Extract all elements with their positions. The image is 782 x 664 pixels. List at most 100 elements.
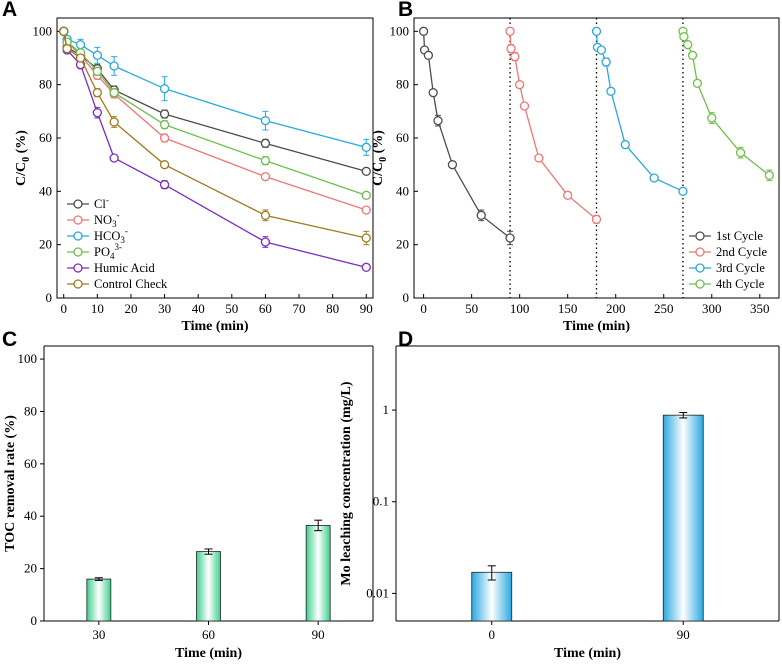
series-1st-cycle bbox=[418, 26, 515, 246]
series-line bbox=[509, 31, 597, 220]
x-tick-label: 300 bbox=[702, 301, 722, 316]
x-tick-label: 60 bbox=[259, 301, 272, 316]
y-tick-label: 20 bbox=[39, 237, 52, 252]
y-tick-label: 40 bbox=[24, 508, 37, 523]
data-point bbox=[361, 205, 371, 215]
x-tick-label: 100 bbox=[510, 301, 530, 316]
panel-D: D 0.01 0.1 1 0 90 Time (min) Mo leaching concen… bbox=[339, 328, 780, 661]
data-point bbox=[109, 117, 119, 127]
panel-C: C 0 20 40 60 80 100 30 60 90 Time (min) TOC removal… bbox=[2, 328, 374, 661]
x-tick-label: 0 bbox=[420, 301, 427, 316]
legend-label: 2nd Cycle bbox=[716, 245, 767, 259]
x-tick-label: 50 bbox=[225, 301, 238, 316]
panel-letter: A bbox=[2, 0, 17, 21]
data-point bbox=[418, 26, 429, 36]
series-no3- bbox=[59, 26, 371, 215]
legend-marker bbox=[73, 231, 83, 241]
x-tick-label: 150 bbox=[558, 301, 578, 316]
y-axis-label: C/C0 (%) bbox=[14, 130, 32, 186]
data-point bbox=[260, 237, 271, 247]
data-point bbox=[260, 116, 271, 126]
x-tick-label: 250 bbox=[654, 301, 674, 316]
series-cl- bbox=[59, 26, 371, 176]
data-point bbox=[361, 166, 371, 176]
data-point bbox=[260, 156, 271, 166]
data-point bbox=[159, 133, 170, 143]
panel-letter: C bbox=[2, 328, 17, 351]
bar bbox=[196, 551, 221, 622]
data-point bbox=[563, 190, 573, 200]
data-point bbox=[606, 86, 616, 96]
y-tick-label: 0 bbox=[46, 290, 53, 305]
data-point bbox=[510, 52, 520, 62]
data-point bbox=[505, 26, 515, 36]
data-point bbox=[159, 160, 170, 170]
data-point bbox=[534, 153, 544, 163]
x-axis-label: Time (min) bbox=[563, 319, 630, 334]
data-point bbox=[692, 78, 703, 88]
data-point bbox=[92, 66, 102, 76]
data-point bbox=[596, 45, 606, 55]
data-point bbox=[679, 32, 689, 42]
legend-label: Control Check bbox=[94, 277, 168, 291]
data-point bbox=[260, 210, 271, 220]
y-tick-label: 80 bbox=[24, 403, 37, 418]
plot-frame bbox=[56, 17, 374, 299]
data-point bbox=[707, 113, 717, 123]
legend-marker bbox=[695, 263, 705, 273]
bar bbox=[662, 414, 704, 622]
y-tick-label: 1 bbox=[383, 402, 390, 417]
legend-label: PO43- bbox=[94, 242, 122, 261]
data-point bbox=[361, 262, 371, 272]
y-tick-label: 0 bbox=[31, 613, 38, 628]
data-point bbox=[109, 61, 119, 71]
data-point bbox=[423, 50, 434, 60]
y-axis-label: Mo leaching concentration (mg/L) bbox=[339, 381, 354, 585]
x-tick-label: 40 bbox=[192, 301, 205, 316]
y-tick-label: 100 bbox=[390, 23, 410, 38]
legend-label: NO3- bbox=[94, 210, 120, 229]
data-point bbox=[515, 80, 525, 90]
y-tick-label: 100 bbox=[33, 23, 53, 38]
y-tick-label: 20 bbox=[396, 237, 409, 252]
series-line bbox=[63, 31, 367, 211]
y-tick-label: 40 bbox=[39, 183, 52, 198]
data-point bbox=[92, 50, 102, 60]
data-point bbox=[735, 148, 746, 158]
legend-marker bbox=[73, 215, 83, 225]
x-tick-label: 30 bbox=[92, 627, 105, 642]
data-point bbox=[59, 26, 69, 36]
series-3rd-cycle bbox=[591, 26, 688, 196]
x-tick-label: 90 bbox=[360, 301, 373, 316]
x-tick-label: 350 bbox=[750, 301, 770, 316]
series-hco3- bbox=[59, 26, 371, 156]
data-point bbox=[505, 233, 515, 243]
y-tick-label: 60 bbox=[396, 130, 409, 145]
data-point bbox=[260, 138, 271, 148]
y-axis-label: TOC removal rate (%) bbox=[3, 415, 18, 552]
data-point bbox=[159, 180, 170, 190]
x-tick-label: 200 bbox=[606, 301, 626, 316]
x-tick-label: 0 bbox=[60, 301, 67, 316]
data-point bbox=[361, 142, 371, 152]
x-tick-label: 50 bbox=[465, 301, 478, 316]
panel-letter: D bbox=[398, 328, 413, 351]
data-point bbox=[92, 88, 102, 98]
panel-letter: B bbox=[398, 0, 413, 21]
series-control-check bbox=[59, 26, 371, 246]
data-point bbox=[620, 140, 630, 150]
legend-marker bbox=[695, 247, 705, 257]
data-point bbox=[683, 40, 693, 50]
series-4th-cycle bbox=[678, 26, 775, 182]
data-point bbox=[159, 84, 170, 94]
bar bbox=[86, 578, 112, 622]
legend-label: Cl- bbox=[94, 195, 109, 211]
legend-label: 1st Cycle bbox=[716, 229, 763, 243]
series-line bbox=[595, 31, 684, 192]
data-point bbox=[361, 233, 371, 243]
data-point bbox=[92, 108, 102, 118]
data-point bbox=[109, 153, 119, 163]
y-tick-label: 60 bbox=[39, 130, 52, 145]
series-line bbox=[63, 31, 367, 172]
data-point bbox=[433, 116, 443, 126]
